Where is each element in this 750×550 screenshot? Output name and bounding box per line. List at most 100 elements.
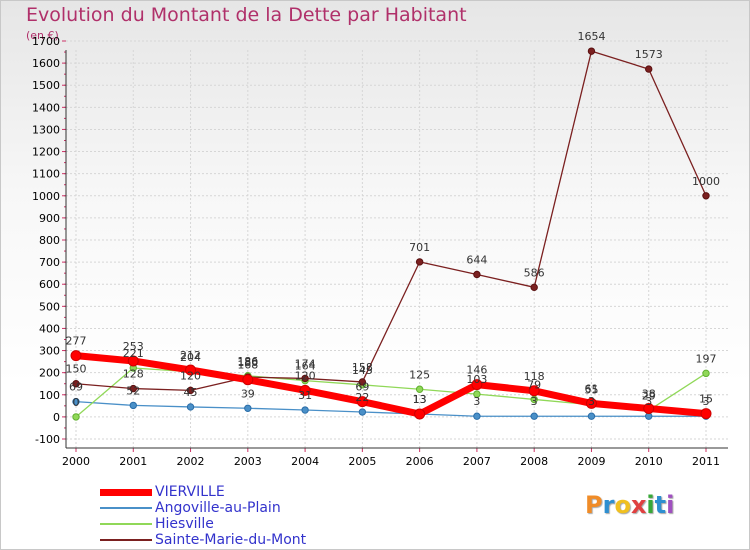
data-point: [242, 374, 254, 386]
data-label: 253: [123, 340, 144, 353]
y-tick-label: 300: [39, 345, 60, 358]
series-vierville: [70, 350, 712, 420]
data-label: 168: [237, 359, 258, 372]
x-tick-label: 2006: [406, 455, 434, 468]
y-tick-label: 900: [39, 212, 60, 225]
x-tick-label: 2001: [119, 455, 147, 468]
data-point: [702, 192, 710, 200]
data-label: 29: [642, 389, 656, 402]
data-point: [244, 404, 252, 412]
data-label: 146: [466, 364, 487, 377]
data-point: [129, 384, 137, 393]
data-point: [358, 408, 367, 416]
data-point: [301, 406, 309, 414]
series-sainte-marie-du-mont: [72, 47, 710, 395]
y-tick-label: 1100: [32, 168, 60, 181]
data-point: [72, 397, 80, 406]
data-point: [587, 412, 596, 420]
data-label: 277: [66, 335, 87, 348]
data-label: 3: [645, 395, 652, 408]
data-label: 164: [295, 360, 316, 373]
data-label: 0: [73, 396, 80, 409]
data-point: [700, 408, 712, 420]
data-point: [473, 270, 481, 279]
data-point: [356, 396, 368, 408]
data-label: 204: [180, 351, 201, 364]
y-tick-label: 1400: [32, 101, 60, 114]
data-label: 15: [699, 393, 713, 406]
data-label: 145: [352, 364, 373, 377]
data-label: 1654: [577, 30, 605, 43]
y-tick-label: 500: [39, 300, 60, 313]
data-point: [127, 355, 139, 367]
data-label: 3: [473, 395, 480, 408]
logo-letter: r: [602, 491, 615, 519]
data-label: 1573: [635, 48, 663, 61]
chart-subtitle: (en €): [26, 29, 59, 42]
data-point: [643, 402, 655, 414]
x-tick-label: 2011: [692, 455, 720, 468]
legend-swatch-sainte-marie: [100, 539, 152, 541]
data-point: [415, 258, 424, 266]
x-tick-label: 2010: [635, 455, 663, 468]
legend-swatch-angoville: [100, 507, 152, 509]
data-point: [72, 413, 80, 421]
data-point: [587, 47, 596, 55]
data-point: [414, 408, 426, 420]
x-tick-label: 2000: [62, 455, 90, 468]
data-point: [471, 379, 483, 391]
y-tick-label: 0: [53, 411, 60, 424]
x-tick-label: 2008: [520, 455, 548, 468]
data-label: 3: [531, 395, 538, 408]
series-line: [72, 352, 710, 418]
y-tick-label: 200: [39, 367, 60, 380]
data-label: 52: [126, 384, 140, 397]
data-label: 125: [409, 368, 430, 381]
data-label: 103: [466, 373, 487, 386]
data-point: [299, 384, 311, 396]
data-point: [186, 386, 195, 395]
legend-label-sainte-marie: Sainte-Marie-du-Mont: [155, 532, 307, 548]
y-tick-label: 1300: [32, 123, 60, 136]
series-line: [75, 50, 707, 392]
data-label: 120: [295, 369, 316, 382]
x-tick-label: 2005: [348, 455, 376, 468]
series-lines: [70, 47, 712, 421]
data-point: [72, 380, 80, 388]
data-label: 1000: [692, 175, 720, 188]
data-point: [585, 397, 597, 409]
data-label: 186: [237, 355, 258, 368]
data-label: 158: [352, 361, 373, 374]
x-tick-label: 2004: [291, 455, 319, 468]
data-point: [70, 350, 82, 362]
y-tick-label: 1000: [32, 190, 60, 203]
logo-letter: t: [654, 491, 667, 519]
data-label: 55: [584, 384, 598, 397]
legend-label-hiesville: Hiesville: [155, 516, 214, 532]
legend-swatch-hiesville: [100, 523, 152, 525]
data-point: [645, 65, 653, 73]
data-label: 3: [703, 395, 710, 408]
y-tick-label: 700: [39, 256, 60, 269]
series-line: [75, 400, 707, 417]
data-point: [301, 374, 309, 383]
data-label: 79: [527, 378, 541, 391]
data-point: [528, 385, 540, 397]
y-tick-label: -100: [35, 433, 60, 446]
legend-swatch-vierville: [100, 489, 152, 496]
data-label: 3: [588, 395, 595, 408]
data-label: 150: [66, 363, 87, 376]
y-tick-label: 100: [39, 389, 60, 402]
data-label: 13: [413, 393, 427, 406]
logo-letter: o: [614, 491, 631, 519]
data-label: 221: [123, 347, 144, 360]
y-tick-label: 800: [39, 234, 60, 247]
y-tick-label: 600: [39, 278, 60, 291]
proxiti-logo: Proxiti: [585, 491, 674, 519]
data-label: 38: [642, 387, 656, 400]
data-label: 197: [696, 352, 717, 365]
data-label: 701: [409, 241, 430, 254]
data-label: 45: [184, 386, 198, 399]
